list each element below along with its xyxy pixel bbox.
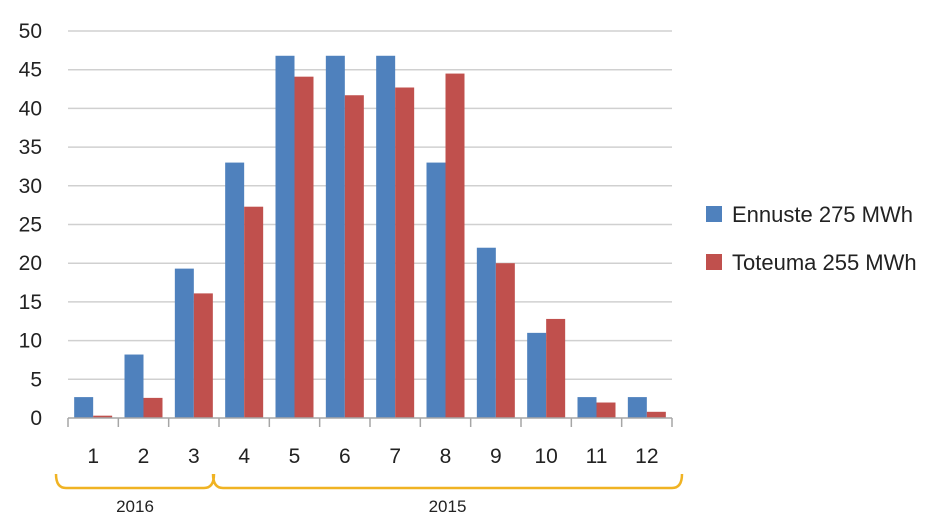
legend-swatch-ennuste	[706, 206, 722, 222]
x-tick-label: 2	[138, 445, 150, 468]
x-tick-label: 7	[389, 445, 401, 468]
bar-ennuste	[174, 268, 194, 418]
x-tick-label: 11	[586, 445, 608, 468]
bar-toteuma	[546, 318, 566, 418]
bar-ennuste	[275, 55, 295, 418]
bar-toteuma	[596, 402, 616, 418]
y-tick-label: 35	[19, 136, 42, 159]
bar-ennuste	[325, 55, 345, 418]
bar-toteuma	[646, 411, 666, 418]
year-label: 2015	[429, 497, 467, 516]
x-tick-label: 12	[635, 445, 658, 468]
gridlines	[68, 30, 672, 381]
y-tick-label: 30	[19, 175, 42, 198]
year-brackets: 2016 2015	[54, 473, 684, 516]
legend-swatch-toteuma	[706, 254, 722, 270]
y-tick-label: 45	[19, 59, 42, 82]
x-tick-label: 5	[289, 445, 301, 468]
bar-ennuste	[74, 397, 94, 418]
bar-ennuste	[577, 397, 597, 418]
year-bracket	[211, 473, 684, 490]
x-tick-label: 6	[339, 445, 351, 468]
x-tick-label: 1	[87, 445, 99, 468]
x-axis-ticks: 1 2 3 4 5 6 7 8 9 10 11 12	[87, 445, 658, 468]
year-bracket	[54, 473, 216, 490]
y-tick-label: 25	[19, 214, 42, 237]
x-tick-label: 4	[238, 445, 250, 468]
bar-toteuma	[395, 87, 415, 418]
x-tick-label: 9	[490, 445, 502, 468]
x-tick-label: 3	[188, 445, 200, 468]
legend: Ennuste 275 MWh Toteuma 255 MWh	[706, 202, 917, 275]
bar-ennuste	[426, 162, 446, 418]
y-tick-label: 10	[19, 330, 42, 353]
bar-ennuste	[225, 162, 245, 418]
year-label: 2016	[116, 497, 154, 516]
y-axis-ticks: 0 5 10 15 20 25 30 35 40 45 50	[19, 20, 42, 430]
bar-ennuste	[527, 332, 547, 418]
x-tick-label: 8	[440, 445, 452, 468]
bar-ennuste	[376, 55, 396, 418]
legend-label: Toteuma 255 MWh	[732, 250, 917, 275]
bar-toteuma	[294, 76, 314, 418]
y-tick-label: 50	[19, 20, 42, 43]
bar-toteuma	[344, 95, 364, 418]
legend-label: Ennuste 275 MWh	[732, 202, 913, 227]
y-tick-label: 0	[30, 407, 42, 430]
y-tick-label: 5	[30, 368, 42, 391]
bar-toteuma	[143, 397, 163, 418]
y-tick-label: 20	[19, 252, 42, 275]
bar-ennuste	[124, 354, 144, 418]
y-tick-label: 40	[19, 97, 42, 120]
bar-toteuma	[495, 263, 515, 418]
bar-ennuste	[476, 247, 496, 418]
bars	[74, 55, 666, 418]
bar-toteuma	[193, 293, 213, 418]
bar-toteuma	[93, 415, 113, 418]
bar-ennuste	[627, 397, 647, 418]
bar-toteuma	[445, 73, 465, 418]
y-tick-label: 15	[19, 291, 42, 314]
x-axis	[67, 417, 673, 427]
x-tick-label: 10	[534, 445, 557, 468]
bar-toteuma	[244, 206, 264, 418]
